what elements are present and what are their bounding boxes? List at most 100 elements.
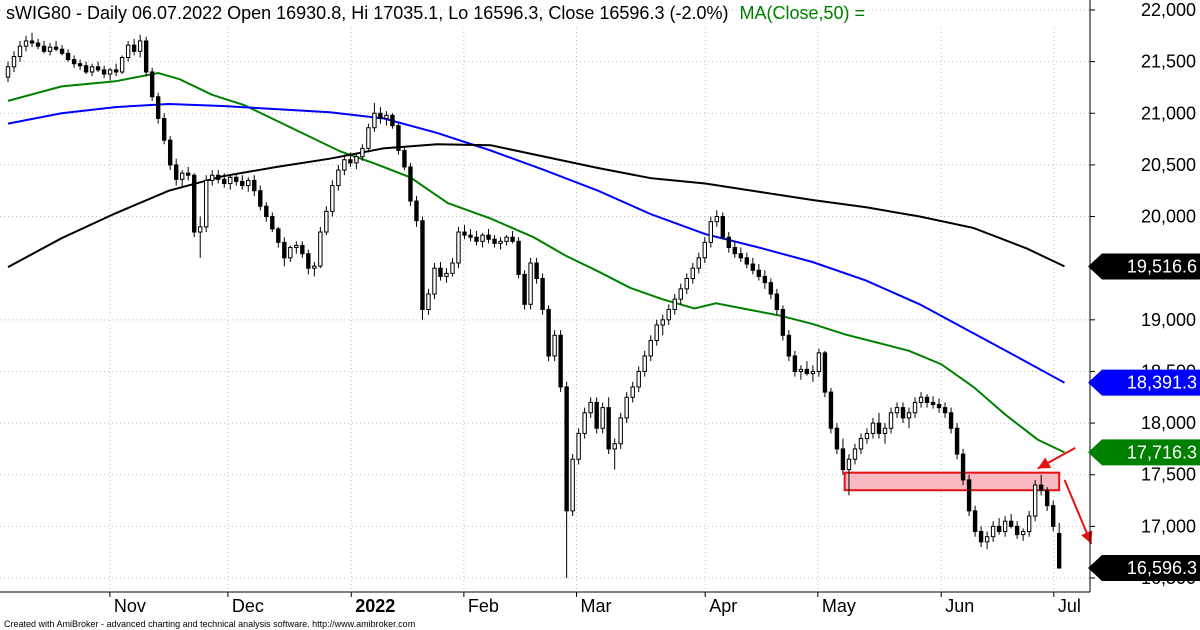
- price-tag-bg: [1088, 369, 1200, 396]
- candle-body: [618, 417, 623, 445]
- candle: [882, 423, 888, 444]
- candle: [894, 402, 900, 418]
- price-tag: 19,516.6: [1088, 253, 1200, 280]
- price-tag: 16,596.3: [1088, 555, 1200, 582]
- candle-body: [426, 293, 431, 310]
- candle: [210, 170, 215, 186]
- candle-body: [1008, 520, 1014, 527]
- candle: [186, 166, 191, 181]
- candle: [378, 107, 383, 124]
- candle-body: [822, 352, 828, 393]
- candle-body: [762, 275, 768, 284]
- candle-body: [35, 42, 41, 47]
- candle-body: [372, 112, 377, 129]
- candle-body: [137, 40, 143, 52]
- candle-body: [228, 176, 233, 184]
- candle-body: [882, 427, 888, 434]
- candle: [888, 407, 894, 434]
- candle: [522, 270, 527, 310]
- candle: [762, 270, 768, 289]
- candle-body: [768, 282, 774, 295]
- price-tags: 19,516.6 18,391.3 17,716.3 16,596.3: [1088, 253, 1200, 582]
- candle: [768, 278, 774, 300]
- candle-body: [780, 308, 786, 336]
- candle-body: [438, 267, 443, 277]
- candle: [786, 330, 792, 362]
- candle: [900, 402, 906, 424]
- candle-body: [1044, 489, 1050, 507]
- candle: [59, 45, 65, 56]
- candle-body: [534, 262, 539, 280]
- candle: [312, 261, 317, 277]
- candle-body: [47, 46, 53, 52]
- candle-body: [702, 241, 707, 259]
- candle-body: [1032, 484, 1038, 517]
- candle: [444, 268, 449, 283]
- candle-body: [246, 179, 251, 187]
- annotation-arrows: [1037, 447, 1093, 545]
- candle-body: [107, 69, 113, 75]
- candle: [978, 526, 984, 548]
- price-tag: 17,716.3: [1088, 439, 1200, 466]
- candle: [5, 61, 11, 83]
- candle-body: [282, 241, 287, 259]
- candle-body: [912, 401, 918, 414]
- candle-body: [684, 278, 689, 290]
- candle-body: [984, 536, 990, 543]
- candle: [324, 206, 329, 236]
- candle: [996, 518, 1002, 535]
- candle: [29, 32, 35, 48]
- candle: [504, 235, 509, 246]
- candle: [414, 195, 419, 227]
- candle-body: [870, 422, 876, 434]
- candle-body: [155, 96, 161, 119]
- candle: [1002, 516, 1008, 537]
- candle-body: [954, 427, 960, 455]
- price-tag-label: 16,596.3: [1127, 558, 1197, 578]
- candle-body: [846, 458, 852, 471]
- candle: [942, 402, 948, 418]
- candle-body: [354, 156, 359, 164]
- candle: [678, 283, 683, 305]
- y-tick-label: 19,000: [1141, 310, 1196, 330]
- candle-body: [480, 234, 485, 242]
- candle-body: [1002, 520, 1008, 533]
- candle: [408, 162, 413, 207]
- candle-body: [1026, 515, 1032, 533]
- candle: [792, 350, 798, 377]
- support-zone: [843, 471, 1061, 492]
- header-ma-label: MA(Close,50) =: [739, 3, 865, 23]
- candle: [306, 249, 311, 275]
- price-tag-bg: [1088, 439, 1200, 466]
- candle: [966, 474, 972, 517]
- candle-body: [738, 253, 744, 259]
- price-tag-label: 18,391.3: [1127, 373, 1197, 393]
- candle: [53, 40, 59, 52]
- candle: [468, 228, 473, 242]
- candle-body: [318, 231, 323, 267]
- candle-body: [654, 324, 659, 341]
- candle-body: [300, 244, 305, 255]
- candle: [750, 257, 756, 275]
- candle: [606, 397, 611, 455]
- candle: [173, 158, 179, 186]
- candle: [480, 233, 485, 248]
- candle-body: [360, 147, 365, 158]
- candle: [528, 257, 533, 310]
- candle-body: [11, 55, 17, 68]
- candle: [204, 175, 209, 233]
- candle-body: [528, 262, 533, 305]
- candle: [660, 314, 665, 336]
- candle: [167, 135, 173, 171]
- candle: [498, 237, 503, 250]
- candle-body: [492, 238, 497, 244]
- candle: [858, 433, 864, 455]
- candle-body: [696, 257, 701, 269]
- candle-body: [930, 401, 936, 406]
- candle-body: [804, 368, 810, 375]
- x-tick-label: Dec: [232, 596, 264, 616]
- candle: [420, 216, 425, 320]
- candle-body: [708, 221, 713, 243]
- candle: [708, 216, 713, 248]
